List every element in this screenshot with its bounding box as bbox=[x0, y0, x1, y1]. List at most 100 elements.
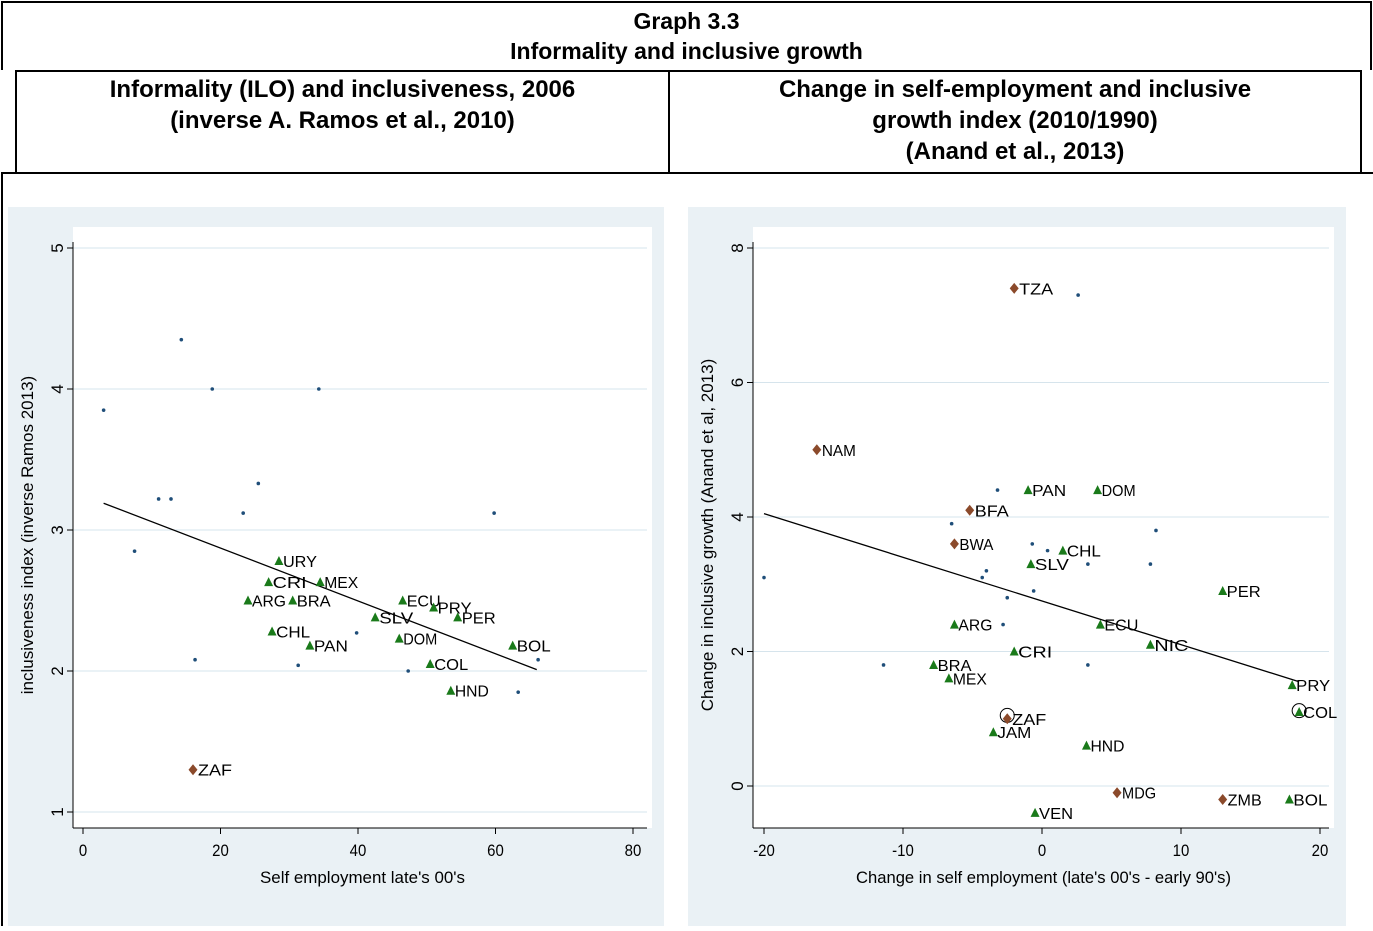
data-point-dot bbox=[995, 488, 1000, 492]
data-point-dot bbox=[179, 337, 184, 342]
point-label: ZMB bbox=[1228, 792, 1262, 809]
x-tick-label: 20 bbox=[212, 842, 229, 860]
data-point-triangle bbox=[1058, 545, 1068, 555]
point-label: PRY bbox=[438, 601, 472, 618]
data-point-triangle bbox=[453, 612, 463, 622]
x-tick-label: 40 bbox=[350, 842, 367, 860]
fit-line bbox=[763, 513, 1300, 683]
point-label: BRA bbox=[297, 594, 331, 611]
data-point-diamond bbox=[1112, 787, 1122, 799]
data-point-dot bbox=[1076, 293, 1080, 297]
point-label: BWA bbox=[959, 537, 993, 554]
point-label: MEX bbox=[324, 575, 358, 592]
data-point-dot bbox=[980, 575, 985, 580]
data-point-triangle bbox=[370, 612, 380, 622]
data-point-dot bbox=[1086, 663, 1090, 667]
y-tick-label: 6 bbox=[728, 378, 747, 387]
point-label: BFA bbox=[975, 503, 1009, 520]
data-point-diamond bbox=[188, 764, 198, 776]
frame-left-border bbox=[1, 174, 3, 926]
point-label: JAM bbox=[997, 725, 1031, 742]
graph-number: Graph 3.3 bbox=[633, 8, 740, 34]
data-point-triangle bbox=[1284, 794, 1294, 804]
x-tick-label: 0 bbox=[79, 842, 87, 860]
data-point-triangle bbox=[944, 673, 954, 683]
point-label: ECU bbox=[1104, 618, 1138, 635]
data-point-dot bbox=[762, 575, 766, 580]
data-point-triangle bbox=[1081, 740, 1091, 750]
data-point-triangle bbox=[264, 577, 274, 587]
point-label: ZAF bbox=[1012, 712, 1046, 729]
data-point-dot bbox=[156, 497, 161, 501]
point-label: BOL bbox=[517, 639, 551, 656]
point-label: HND bbox=[1090, 739, 1124, 756]
point-label: PER bbox=[462, 610, 496, 627]
data-point-triangle bbox=[1009, 646, 1019, 656]
right-panel-header: Change in self-employment and inclusive … bbox=[668, 70, 1362, 174]
data-point-dot bbox=[1030, 542, 1035, 546]
point-label: SLV bbox=[379, 610, 413, 627]
data-point-triangle bbox=[425, 658, 435, 668]
y-tick-label: 2 bbox=[48, 666, 67, 675]
header-divider bbox=[1, 172, 1373, 174]
x-tick-label: 60 bbox=[487, 842, 504, 860]
right-chart-panel: 0 2 4 6 8 -20 -10 0 10 20 Change in self employmen… bbox=[688, 207, 1346, 931]
point-label: PAN bbox=[314, 639, 348, 656]
data-point-triangle bbox=[1026, 559, 1036, 569]
data-point-dot bbox=[193, 657, 197, 662]
point-label: DOM bbox=[403, 632, 437, 649]
point-label: PER bbox=[1227, 584, 1261, 601]
data-point-triangle bbox=[1095, 619, 1105, 629]
data-point-dot bbox=[1045, 548, 1050, 553]
graph-title: Graph 3.3 Informality and inclusive grow… bbox=[1, 1, 1372, 70]
data-point-dot bbox=[1001, 622, 1005, 627]
point-label: CRI bbox=[1018, 645, 1052, 662]
data-point-triangle bbox=[1093, 485, 1103, 495]
left-chart-panel: 1 2 3 4 5 0 20 40 60 80 Self employment late's 00'… bbox=[8, 207, 664, 931]
data-point-triangle bbox=[1023, 485, 1033, 495]
point-label: VEN bbox=[1039, 806, 1073, 823]
point-label: URY bbox=[283, 554, 317, 571]
point-label: COL bbox=[1303, 705, 1337, 722]
data-point-dot bbox=[101, 408, 106, 412]
data-point-dot bbox=[492, 511, 496, 515]
x-tick-label: 20 bbox=[1312, 842, 1329, 860]
point-label: TZA bbox=[1019, 281, 1053, 298]
data-point-dot bbox=[881, 663, 886, 667]
data-point-triangle bbox=[929, 659, 939, 669]
data-point-dot bbox=[1148, 562, 1153, 566]
point-label: MEX bbox=[953, 671, 987, 688]
data-point-triangle bbox=[508, 640, 518, 650]
data-point-dot bbox=[169, 497, 173, 501]
x-axis-label: Self employment late's 00's bbox=[260, 868, 465, 887]
data-point-triangle bbox=[1030, 807, 1040, 817]
data-point-triangle bbox=[429, 602, 439, 612]
data-point-dot bbox=[354, 631, 359, 635]
data-point-dot bbox=[1154, 528, 1158, 533]
data-point-triangle bbox=[274, 556, 284, 566]
data-point-diamond bbox=[1218, 793, 1228, 805]
highlight-circle bbox=[1291, 703, 1307, 719]
point-label: PRY bbox=[1296, 678, 1330, 695]
point-label: SLV bbox=[1035, 557, 1069, 574]
point-label: DOM bbox=[1102, 483, 1136, 500]
data-point-triangle bbox=[1294, 707, 1304, 717]
data-point-diamond bbox=[812, 444, 822, 456]
left-panel-header: Informality (ILO) and inclusiveness, 200… bbox=[15, 70, 670, 174]
data-point-dot bbox=[1031, 589, 1036, 593]
x-tick-label: -10 bbox=[892, 842, 914, 860]
data-point-dot bbox=[256, 481, 261, 486]
data-point-triangle bbox=[315, 577, 325, 587]
data-point-triangle bbox=[1287, 680, 1297, 690]
point-label: BOL bbox=[1293, 792, 1327, 809]
point-label: PAN bbox=[1032, 483, 1066, 500]
y-tick-label: 3 bbox=[48, 525, 67, 534]
right-header-line1: Change in self-employment and inclusive bbox=[778, 76, 1252, 103]
right-header-line2: growth index (2010/1990) bbox=[872, 107, 1158, 134]
point-label: CHL bbox=[1067, 544, 1101, 561]
data-point-triangle bbox=[267, 626, 277, 636]
data-point-diamond bbox=[1002, 713, 1012, 725]
y-tick-label: 0 bbox=[728, 781, 747, 790]
y-tick-label: 1 bbox=[48, 807, 67, 816]
right-scatter-chart: 0 2 4 6 8 -20 -10 0 10 20 Change in self employmen… bbox=[688, 207, 1346, 926]
